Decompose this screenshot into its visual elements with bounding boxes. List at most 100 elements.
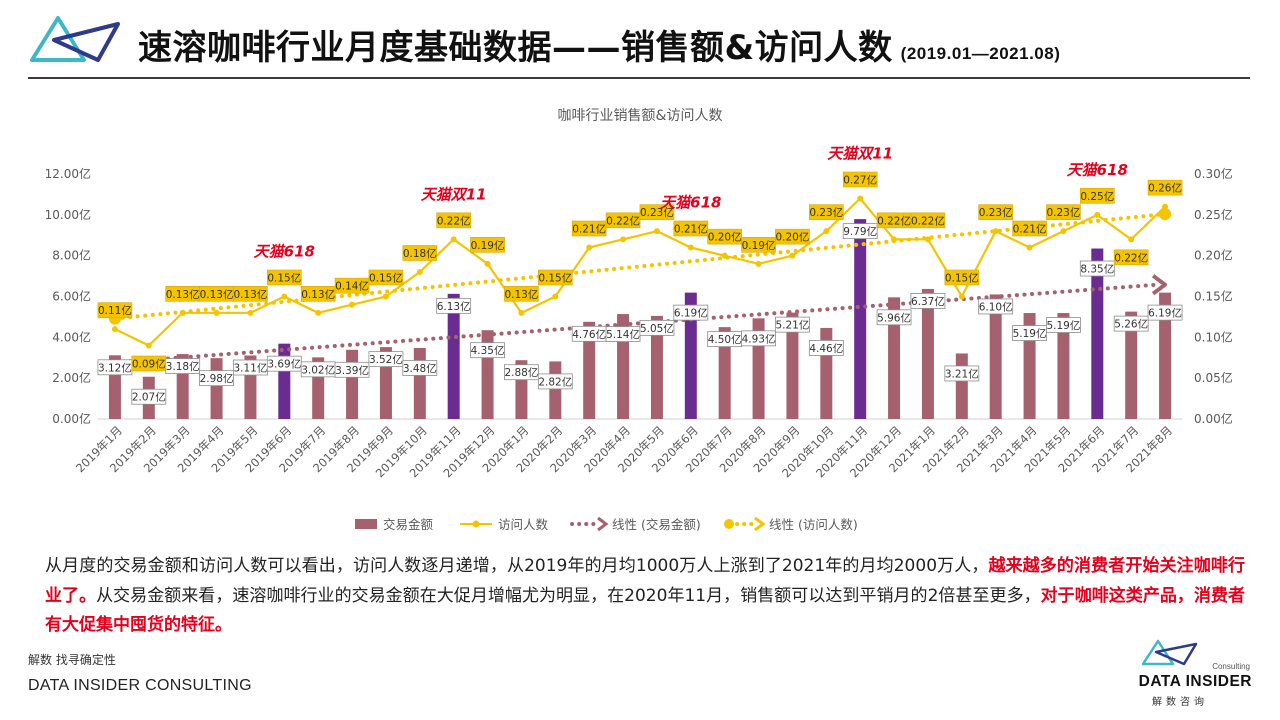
sales-label-box — [673, 304, 709, 321]
visits-data-label: 0.13亿 — [504, 286, 539, 302]
sales-data-label: 6.10亿 — [978, 298, 1014, 315]
sales-bar — [955, 353, 968, 419]
visits-label-text: 0.14亿 — [335, 280, 369, 293]
visits-label-box — [809, 204, 844, 220]
visits-data-label: 0.21亿 — [673, 220, 709, 237]
visits-label-box — [978, 204, 1013, 220]
sales-label-text: 3.02亿 — [301, 363, 335, 376]
sales-bar — [989, 294, 1002, 419]
sales-label-text: 6.13亿 — [437, 300, 471, 313]
visits-label-text: 0.09亿 — [132, 358, 166, 371]
sales-data-label: 2.98亿 — [199, 370, 234, 387]
sales-data-label: 3.02亿 — [300, 361, 336, 378]
visits-point — [823, 228, 830, 235]
sales-data-label: 3.39亿 — [334, 361, 370, 378]
visits-trend-line — [112, 212, 1168, 321]
visits-point — [586, 244, 593, 251]
sales-label-text: 2.98亿 — [200, 372, 234, 385]
legend-label-visits-trend: 线性 (访问人数) — [769, 517, 858, 532]
visits-data-label: 0.26亿 — [1147, 179, 1183, 196]
chart-legend: 交易金额 访问人数 线性 (交易金额) 线性 (访问人数) — [355, 516, 858, 532]
visits-line — [114, 197, 1166, 347]
sales-data-label: 3.21亿 — [944, 365, 980, 382]
visits-point — [111, 326, 118, 333]
sales-bar — [786, 312, 799, 419]
visits-label-box — [300, 286, 336, 302]
visits-label-box — [504, 286, 539, 302]
sales-trend-line — [112, 282, 1160, 365]
sales-data-label: 5.96亿 — [876, 309, 912, 326]
sales-data-label: 3.48亿 — [402, 360, 438, 376]
visits-point — [349, 301, 356, 308]
y-right-tick-label: 0.05亿 — [1194, 370, 1233, 385]
visits-label-text: 0.20亿 — [775, 231, 809, 244]
y-left-tick-label: 6.00亿 — [52, 289, 91, 304]
visits-point — [924, 236, 931, 243]
visits-label-text: 0.26亿 — [1148, 182, 1182, 195]
visits-point — [1060, 228, 1067, 235]
visits-point — [687, 244, 694, 251]
visits-data-label: 0.13亿 — [165, 286, 200, 302]
legend-marker-visits-trend — [724, 519, 734, 529]
y-right-tick-label: 0.30亿 — [1194, 166, 1233, 181]
visits-point — [958, 293, 965, 300]
sales-label-box — [741, 330, 776, 347]
sales-label-box — [334, 361, 370, 378]
sales-label-text: 3.11亿 — [233, 362, 267, 375]
desc-highlight-1: 越来越多的消费者开始关注咖啡行业了。 — [45, 556, 1245, 606]
visits-label-box — [470, 237, 505, 253]
visits-label-box — [538, 269, 573, 286]
sales-label-text: 5.14亿 — [606, 328, 640, 341]
visits-data-label: 0.09亿 — [131, 355, 167, 372]
visits-point — [315, 309, 322, 316]
sales-label-text: 3.52亿 — [369, 353, 403, 366]
visits-point — [450, 236, 457, 243]
visits-label-text: 0.22亿 — [877, 214, 911, 227]
sales-data-label: 4.93亿 — [741, 330, 776, 347]
visits-label-text: 0.23亿 — [1046, 206, 1080, 219]
sales-data-label: 2.07亿 — [131, 388, 167, 405]
sales-data-label: 4.76亿 — [571, 325, 607, 342]
sales-label-box — [978, 298, 1014, 315]
visits-label-text: 0.22亿 — [1114, 251, 1148, 264]
visits-data-label: 0.25亿 — [1080, 188, 1115, 204]
visits-point — [247, 309, 254, 316]
visits-label-text: 0.13亿 — [166, 288, 200, 301]
sales-label-text: 4.35亿 — [471, 344, 505, 357]
visits-label-box — [605, 212, 641, 229]
header-divider — [28, 77, 1250, 79]
visits-point — [552, 293, 559, 300]
visits-point — [484, 260, 491, 267]
visits-label-box — [436, 212, 471, 229]
visits-data-label: 0.20亿 — [775, 228, 810, 245]
sales-data-label: 5.21亿 — [775, 316, 810, 333]
sales-visits-chart: 咖啡行业销售额&访问人数 0.00亿 2.00亿 4.00亿 6.00亿 8.00亿 10.… — [45, 108, 1233, 532]
sales-label-box — [470, 342, 505, 359]
promo-annotation: 天猫双11 — [827, 145, 893, 163]
visits-data-label: 0.22亿 — [436, 212, 471, 229]
sales-label-text: 3.12亿 — [98, 361, 132, 374]
visits-label-box — [1113, 249, 1149, 266]
y-left-tick-label: 0.00亿 — [52, 411, 91, 426]
visits-label-text: 0.22亿 — [911, 214, 945, 227]
sales-data-label: 9.79亿 — [842, 223, 878, 240]
visits-label-box — [910, 212, 946, 229]
sales-label-box — [639, 319, 675, 336]
visits-label-box — [233, 286, 268, 302]
visits-data-label: 0.23亿 — [809, 204, 844, 220]
y-right-tick-label: 0.20亿 — [1194, 248, 1233, 263]
visits-point — [891, 236, 898, 243]
visits-label-text: 0.23亿 — [979, 206, 1013, 219]
visits-point — [416, 269, 423, 275]
sales-bar — [684, 292, 697, 419]
sales-label-box — [1113, 315, 1149, 332]
visits-label-text: 0.19亿 — [742, 239, 776, 252]
visits-label-box — [1012, 220, 1047, 237]
visits-data-label: 0.11亿 — [97, 302, 133, 318]
sales-data-label: 5.26亿 — [1113, 315, 1149, 332]
visits-label-text: 0.21亿 — [1013, 223, 1047, 236]
visits-data-label: 0.13亿 — [300, 286, 336, 302]
description-text: 从月度的交易金额和访问人数可以看出，访问人数逐月递增，从2019年的月均1000… — [45, 552, 1245, 641]
visits-point — [382, 293, 389, 300]
sales-label-box — [1147, 304, 1183, 321]
